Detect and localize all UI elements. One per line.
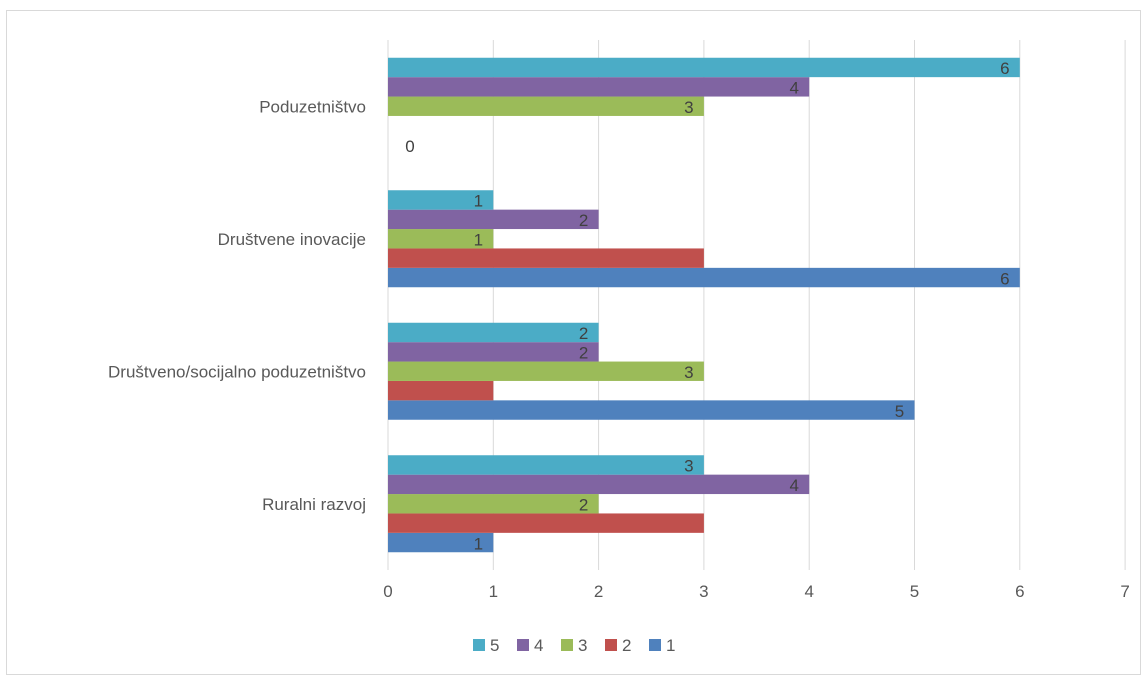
category-label-drustveno-socijalno-poduzetnistvo: Društveno/socijalno poduzetništvo xyxy=(108,362,366,381)
category-label-ruralni-razvoj: Ruralni razvoj xyxy=(262,495,366,514)
bar-series-1-ruralni-razvoj xyxy=(388,532,494,553)
data-label-series-5-drustvene-inovacije: 1 xyxy=(474,192,483,211)
bar-series-3-drustveno-socijalno-poduzetnistvo xyxy=(388,361,704,381)
data-label-series-5-poduzetnistvo: 6 xyxy=(1000,59,1009,78)
x-tick-label: 6 xyxy=(1015,582,1024,601)
bar-series-4-drustvene-inovacije xyxy=(388,209,599,230)
data-label-series-1-drustveno-socijalno-poduzetnistvo: 5 xyxy=(895,402,904,421)
x-axis-ticks: 0 1 2 3 4 5 6 7 xyxy=(383,582,1130,601)
x-tick-label: 2 xyxy=(594,582,603,601)
x-tick-label: 5 xyxy=(910,582,919,601)
x-tick-label: 3 xyxy=(699,582,708,601)
data-label-series-1-drustvene-inovacije: 6 xyxy=(1000,269,1009,288)
bar-series-2-drustveno-socijalno-poduzetnistvo xyxy=(388,380,494,401)
bar-series-3-ruralni-razvoj xyxy=(388,494,599,514)
category-label-drustvene-inovacije: Društvene inovacije xyxy=(218,230,366,249)
category-labels: Ruralni razvoj Društveno/socijalno poduze… xyxy=(108,97,366,514)
bar-series-5-poduzetnistvo xyxy=(388,57,1020,78)
x-tick-label: 4 xyxy=(804,582,813,601)
legend-swatch-2 xyxy=(605,639,617,651)
data-label-series-3-drustvene-inovacije: 1 xyxy=(474,230,483,249)
x-tick-label: 0 xyxy=(383,582,392,601)
data-label-series-3-poduzetnistvo: 3 xyxy=(684,98,693,117)
bar-series-3-drustvene-inovacije xyxy=(388,229,494,249)
legend-label-1: 1 xyxy=(666,636,675,655)
legend: 5 4 3 2 1 xyxy=(473,636,675,655)
bar-series-1-drustveno-socijalno-poduzetnistvo xyxy=(388,400,915,420)
category-label-poduzetnistvo: Poduzetništvo xyxy=(259,97,366,116)
bar-series-5-drustveno-socijalno-poduzetnistvo xyxy=(388,322,599,343)
data-label-series-5-drustveno-socijalno-poduzetnistvo: 2 xyxy=(579,324,588,343)
data-label-series-1-poduzetnistvo: 0 xyxy=(405,137,414,156)
bar-series-2-drustvene-inovacije xyxy=(388,248,704,268)
x-tick-label: 1 xyxy=(489,582,498,601)
legend-label-5: 5 xyxy=(490,636,499,655)
bar-series-1-drustvene-inovacije xyxy=(388,267,1020,288)
bar-series-4-drustveno-socijalno-poduzetnistvo xyxy=(388,342,599,362)
data-label-series-4-ruralni-razvoj: 4 xyxy=(789,476,798,495)
bar-series-2-ruralni-razvoj xyxy=(388,513,704,533)
data-label-series-4-poduzetnistvo: 4 xyxy=(789,79,798,98)
bar-series-4-poduzetnistvo xyxy=(388,77,810,97)
legend-swatch-1 xyxy=(649,639,661,651)
legend-label-3: 3 xyxy=(578,636,587,655)
data-label-series-5-ruralni-razvoj: 3 xyxy=(684,457,693,476)
legend-label-2: 2 xyxy=(622,636,631,655)
bar-series-5-drustvene-inovacije xyxy=(388,190,494,210)
data-label-series-3-ruralni-razvoj: 2 xyxy=(579,495,588,514)
data-label-series-1-ruralni-razvoj: 1 xyxy=(474,534,483,553)
legend-swatch-5 xyxy=(473,639,485,651)
data-label-series-3-drustveno-socijalno-poduzetnistvo: 3 xyxy=(684,363,693,382)
bar-series-5-ruralni-razvoj xyxy=(388,455,704,475)
bars xyxy=(388,57,1020,553)
x-tick-label: 7 xyxy=(1120,582,1129,601)
bar-series-4-ruralni-razvoj xyxy=(388,474,810,495)
data-label-series-4-drustveno-socijalno-poduzetnistvo: 2 xyxy=(579,344,588,363)
legend-label-4: 4 xyxy=(534,636,543,655)
bar-series-3-poduzetnistvo xyxy=(388,96,704,116)
legend-swatch-4 xyxy=(517,639,529,651)
legend-swatch-3 xyxy=(561,639,573,651)
data-label-series-4-drustvene-inovacije: 2 xyxy=(579,211,588,230)
